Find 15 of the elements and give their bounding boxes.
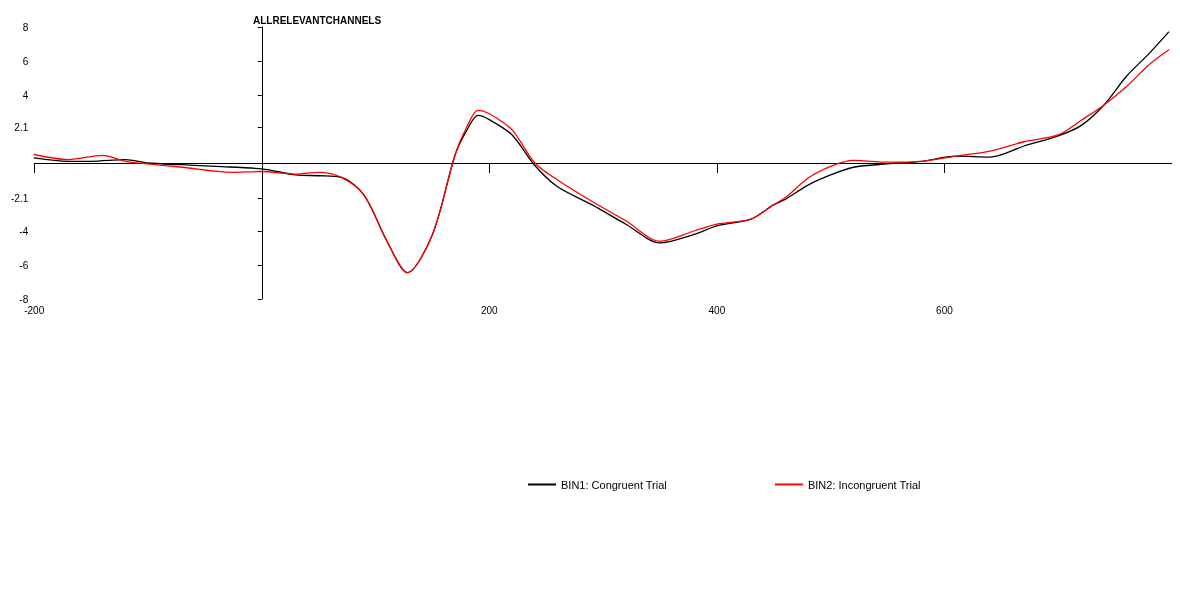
y-tick-label: -2.1 xyxy=(11,193,29,205)
legend-label: BIN2: Incongruent Trial xyxy=(807,478,921,491)
y-tick-label: -4 xyxy=(19,225,29,237)
y-tick-label: -6 xyxy=(19,259,29,271)
y-tick-label: 8 xyxy=(22,21,29,33)
y-tick-label: 6 xyxy=(22,55,29,67)
x-tick-label: 200 xyxy=(481,304,499,316)
y-tick-label: 2.1 xyxy=(14,121,29,133)
y-tick-label: -8 xyxy=(19,293,29,305)
y-tick-label: 4 xyxy=(22,89,29,101)
x-tick-label: 400 xyxy=(708,304,726,316)
legend-label: BIN1: Congruent Trial xyxy=(561,478,667,491)
x-tick-label: 600 xyxy=(936,304,954,316)
x-tick-label: -200 xyxy=(24,304,45,316)
chart-title: ALLRELEVANTCHANNELS xyxy=(253,14,382,26)
